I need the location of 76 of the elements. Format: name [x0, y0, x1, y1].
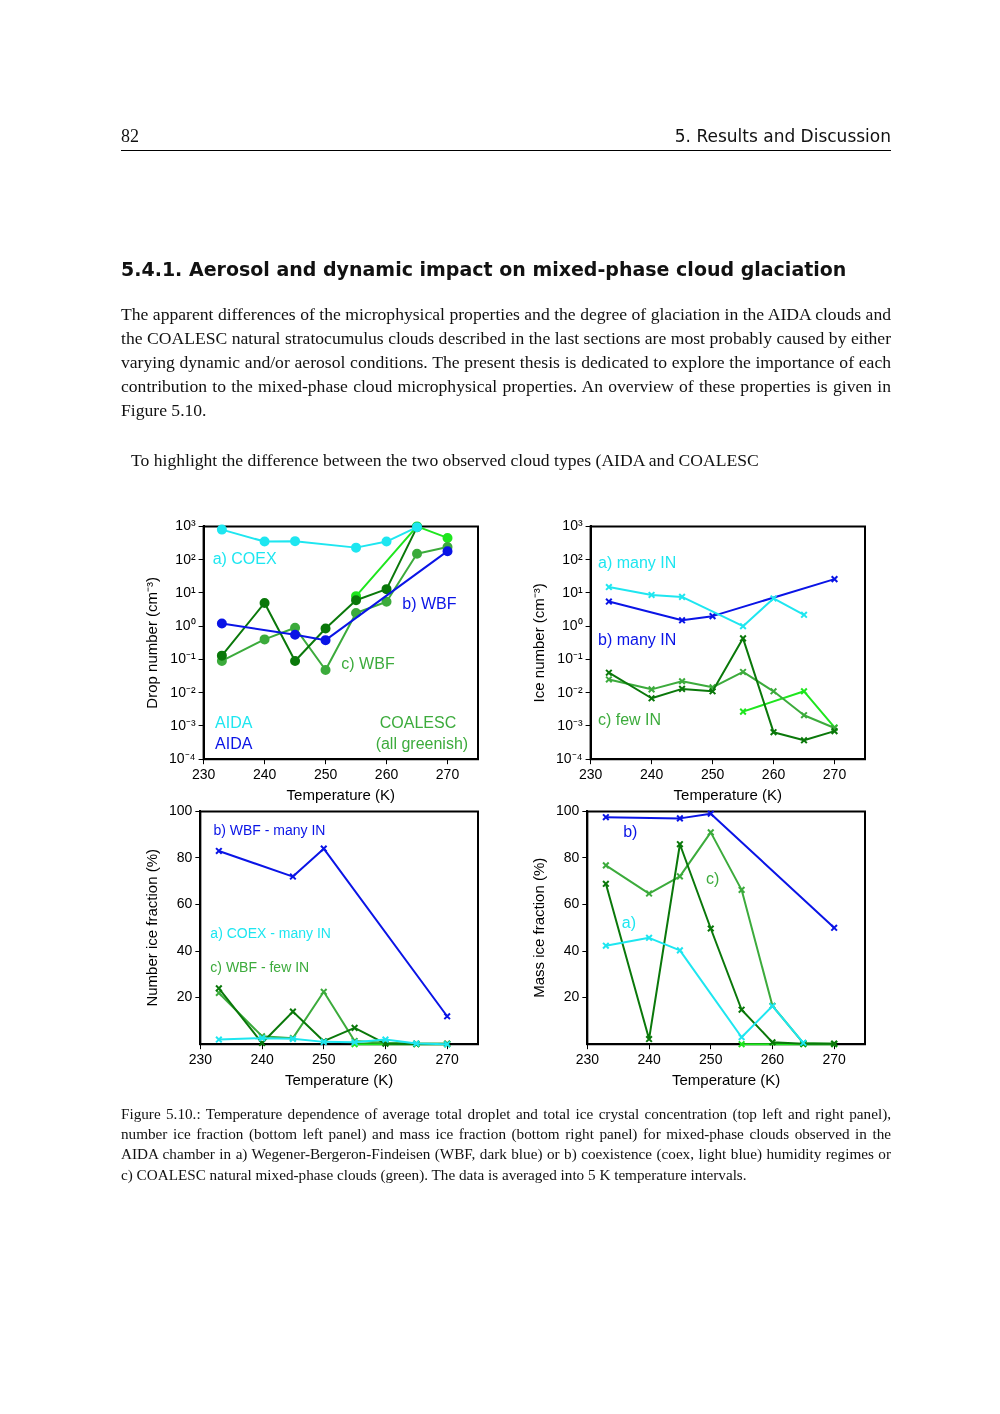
- x-tick-label: 240: [252, 766, 277, 783]
- y-tick-label: 10⁻⁴: [168, 750, 196, 767]
- x-tick-label: 260: [760, 1051, 785, 1068]
- x-tick-label: 270: [822, 766, 847, 783]
- text: The apparent differences of the microphysical properties and the degree of glaciation in the AIDA clouds and the COALESC natural stratocumulus clouds described in the last sections are most probably caused by either varying dynamic and/or aerosol conditions. The present thesis is dedicated to explore the importance of each contribution to the mixed-phase cloud microphysical properties. An overview of these properties is given in Figure 5.10.: [121, 303, 891, 423]
- y-axis-title: Ice number (cm⁻³): [530, 583, 548, 703]
- y-tick-label: 10⁻¹: [170, 650, 196, 667]
- annotation: b): [623, 822, 638, 840]
- y-tick-label: 60: [176, 895, 193, 912]
- annotation: b) WBF - many IN: [213, 821, 326, 838]
- x-tick-label: 250: [312, 1051, 336, 1068]
- x-axis-title: Temperature (K): [284, 1071, 394, 1089]
- annotation: b) many IN: [598, 631, 677, 649]
- y-tick-label: 10¹: [562, 583, 583, 600]
- y-tick-label: 40: [176, 941, 193, 958]
- annotation: (all greenish): [375, 735, 469, 753]
- y-tick-label: 10⁰: [562, 617, 583, 634]
- x-axis-title: Temperature (K): [673, 786, 782, 804]
- x-tick-label: 250: [700, 766, 725, 783]
- y-tick-label: 10²: [562, 550, 583, 567]
- annotation: a) COEX - many IN: [210, 924, 331, 941]
- x-tick-label: 230: [578, 766, 603, 783]
- y-tick-label: 100: [556, 802, 580, 819]
- y-tick-label: 10³: [175, 517, 196, 534]
- y-axis-title: Drop number (cm⁻³): [143, 576, 161, 709]
- y-tick-label: 40: [563, 941, 580, 958]
- y-tick-label: 10²: [175, 550, 196, 567]
- x-tick-label: 230: [191, 766, 216, 783]
- annotation: COALESC: [379, 713, 457, 731]
- y-axis-title: Mass ice fraction (%): [530, 857, 548, 998]
- y-tick-label: 10⁻¹: [557, 650, 583, 667]
- y-tick-label: 80: [176, 848, 193, 865]
- x-tick-label: 250: [699, 1051, 723, 1068]
- annotation: a): [621, 914, 637, 932]
- x-axis-title: Temperature (K): [286, 786, 395, 804]
- y-tick-label: 20: [176, 988, 193, 1005]
- text: 5.4.1. Aerosol and dynamic impact on mixed-phase cloud glaciation: [121, 258, 847, 280]
- y-tick-label: 10⁻²: [170, 683, 196, 700]
- x-tick-label: 240: [637, 1051, 661, 1068]
- x-tick-label: 230: [188, 1051, 213, 1068]
- annotation: AIDA: [215, 713, 253, 731]
- x-tick-label: 240: [639, 766, 664, 783]
- annotation: a) many IN: [598, 554, 677, 572]
- caption: Figure 5.10.: Temperature dependence of average total droplet and total ice crystal concentration (top left and right panel), number ice fraction (bottom left panel) and mass ice fraction (bottom right panel) for mixed-phase clouds observed in the AIDA chamber in a) Wegener-Bergeron-Findeisen (WBF, dark blue) or b) coexistence (coex, light blue) humidity regimes or c) COALESC natural mixed-phase clouds (green). The data is averaged into 5 K temperature intervals.: [121, 1104, 891, 1185]
- annotation: c) WBF: [341, 655, 395, 673]
- x-tick-label: 250: [313, 766, 338, 783]
- x-tick-label: 270: [822, 1051, 847, 1068]
- annotation: a) COEX: [212, 550, 277, 568]
- y-tick-label: 10³: [562, 517, 583, 534]
- x-axis-title: Temperature (K): [671, 1071, 781, 1089]
- x-tick-label: 260: [373, 1051, 398, 1068]
- y-tick-label: 10⁻³: [557, 716, 583, 733]
- y-axis-title: Number ice fraction (%): [143, 849, 161, 1007]
- y-tick-label: 10⁻²: [557, 683, 583, 700]
- y-tick-label: 60: [563, 895, 580, 912]
- annotation: b) WBF: [402, 595, 457, 613]
- x-tick-label: 260: [761, 766, 786, 783]
- x-tick-label: 270: [435, 1051, 460, 1068]
- annotation: AIDA: [215, 735, 253, 753]
- x-tick-label: 260: [374, 766, 399, 783]
- text: 5. Results and Discussion: [674, 126, 891, 146]
- x-tick-label: 270: [435, 766, 460, 783]
- y-tick-label: 80: [563, 848, 580, 865]
- y-tick-label: 10⁻⁴: [555, 750, 583, 767]
- y-tick-label: 10⁻³: [170, 716, 196, 733]
- x-tick-label: 230: [575, 1051, 600, 1068]
- annotation: c) few IN: [598, 711, 662, 729]
- annotation: c) WBF - few IN: [210, 959, 310, 976]
- y-tick-label: 100: [169, 802, 193, 819]
- text: 82: [121, 126, 139, 147]
- annotation: c): [705, 869, 720, 887]
- y-tick-label: 20: [563, 988, 580, 1005]
- x-tick-label: 240: [250, 1051, 274, 1068]
- y-tick-label: 10¹: [175, 583, 196, 600]
- text: To highlight the difference between the two observed cloud types (AIDA and COALESC: [130, 449, 760, 472]
- y-tick-label: 10⁰: [175, 617, 196, 634]
